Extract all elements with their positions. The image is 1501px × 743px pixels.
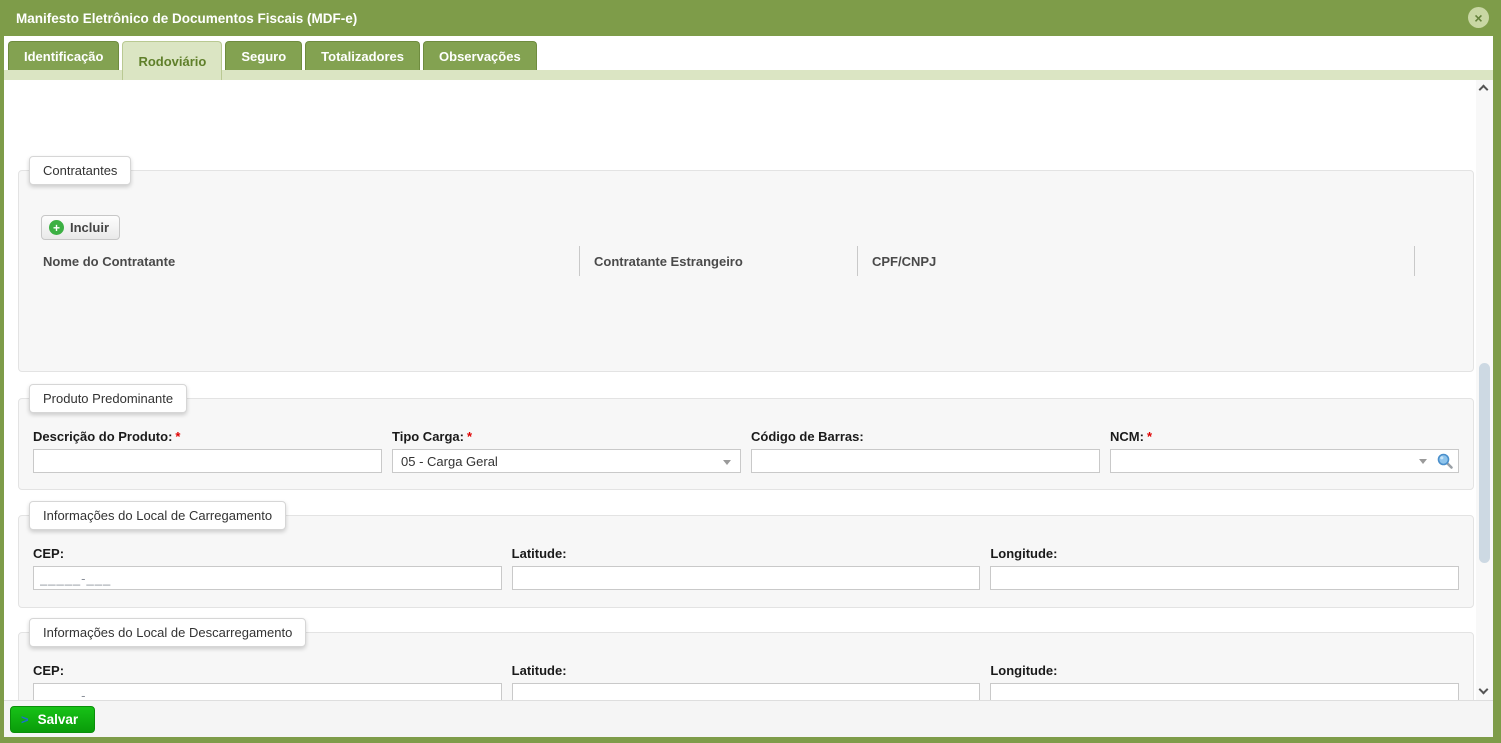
- plus-circle-icon: +: [49, 220, 64, 235]
- column-header-actions: [1415, 246, 1465, 276]
- required-marker: *: [1146, 429, 1152, 444]
- window-title: Manifesto Eletrônico de Documentos Fisca…: [16, 10, 358, 26]
- required-marker: *: [175, 429, 181, 444]
- section-local-carregamento: Informações do Local de Carregamento CEP…: [18, 501, 1474, 608]
- incluir-button-label: Incluir: [70, 220, 110, 235]
- tab-rodoviario[interactable]: Rodoviário: [122, 41, 223, 80]
- tab-seguro[interactable]: Seguro: [225, 41, 303, 70]
- latitude-carregamento-input[interactable]: [511, 566, 981, 590]
- tab-bar: Identificação Rodoviário Seguro Totaliza…: [4, 36, 1493, 80]
- tab-observacoes[interactable]: Observações: [423, 41, 537, 70]
- tab-totalizadores[interactable]: Totalizadores: [305, 41, 421, 70]
- cep-label: CEP:: [33, 663, 65, 678]
- tab-identificacao[interactable]: Identificação: [8, 41, 120, 70]
- tipo-carga-label: Tipo Carga:: [392, 429, 464, 444]
- legend-contratantes: Contratantes: [29, 156, 132, 185]
- field-descricao-produto: Descrição do Produto: *: [33, 429, 382, 473]
- ncm-combobox: [1110, 449, 1459, 473]
- search-icon[interactable]: [1436, 452, 1454, 470]
- field-cep-descarregamento: CEP:: [33, 663, 502, 700]
- cep-descarregamento-input[interactable]: [33, 683, 502, 700]
- close-icon[interactable]: ×: [1468, 7, 1489, 28]
- latitude-label: Latitude:: [511, 663, 567, 678]
- legend-local-descarregamento: Informações do Local de Descarregamento: [29, 618, 307, 647]
- legend-produto-predominante: Produto Predominante: [29, 384, 188, 413]
- longitude-descarregamento-input[interactable]: [990, 683, 1460, 700]
- vertical-scrollbar[interactable]: [1476, 80, 1493, 700]
- section-local-descarregamento: Informações do Local de Descarregamento …: [18, 618, 1474, 700]
- field-latitude-descarregamento: Latitude:: [511, 663, 981, 700]
- column-header-cpf-cnpj: CPF/CNPJ: [857, 246, 1415, 276]
- field-longitude-carregamento: Longitude:: [990, 546, 1460, 590]
- scroll-up-icon[interactable]: [1478, 84, 1489, 95]
- longitude-carregamento-input[interactable]: [990, 566, 1460, 590]
- longitude-label: Longitude:: [990, 663, 1058, 678]
- cep-label: CEP:: [33, 546, 65, 561]
- codigo-barras-input[interactable]: [751, 449, 1100, 473]
- legend-local-carregamento: Informações do Local de Carregamento: [29, 501, 287, 530]
- field-tipo-carga: Tipo Carga: * 05 - Carga Geral: [392, 429, 741, 473]
- save-button[interactable]: > Salvar: [10, 706, 96, 733]
- cep-carregamento-input[interactable]: [33, 566, 502, 590]
- tab-panel-rodoviario: Contratantes + Incluir Nome do Contratan…: [4, 80, 1476, 700]
- required-marker: *: [467, 429, 473, 444]
- chevron-down-icon: [723, 460, 731, 465]
- field-cep-carregamento: CEP:: [33, 546, 502, 590]
- field-longitude-descarregamento: Longitude:: [990, 663, 1460, 700]
- scroll-down-icon[interactable]: [1478, 684, 1489, 696]
- save-button-label: Salvar: [37, 712, 79, 727]
- field-ncm: NCM: *: [1110, 429, 1459, 473]
- contratantes-grid-header: Nome do Contratante Contratante Estrange…: [29, 246, 1465, 276]
- tab-strip: [4, 70, 1493, 80]
- footer-bar: > Salvar: [4, 700, 1493, 737]
- tipo-carga-selected-value: 05 - Carga Geral: [401, 453, 498, 469]
- descricao-produto-input[interactable]: [33, 449, 382, 473]
- ncm-input[interactable]: [1110, 449, 1459, 473]
- chevron-down-icon[interactable]: [1419, 459, 1427, 464]
- column-header-nome-contratante: Nome do Contratante: [43, 253, 176, 269]
- descricao-produto-label: Descrição do Produto:: [33, 429, 173, 444]
- incluir-button[interactable]: + Incluir: [41, 215, 121, 240]
- chevron-right-icon: >: [21, 712, 29, 727]
- field-codigo-barras: Código de Barras:: [751, 429, 1100, 473]
- latitude-label: Latitude:: [511, 546, 567, 561]
- column-header-contratante-estrangeiro: Contratante Estrangeiro: [579, 246, 857, 276]
- longitude-label: Longitude:: [990, 546, 1058, 561]
- tabs-container: Identificação Rodoviário Seguro Totaliza…: [8, 41, 537, 80]
- field-latitude-carregamento: Latitude:: [511, 546, 981, 590]
- codigo-barras-label: Código de Barras:: [751, 429, 864, 444]
- latitude-descarregamento-input[interactable]: [511, 683, 981, 700]
- tipo-carga-select[interactable]: 05 - Carga Geral: [392, 449, 741, 473]
- section-produto-predominante: Produto Predominante Descrição do Produt…: [18, 384, 1474, 490]
- scrollbar-thumb[interactable]: [1479, 363, 1490, 563]
- window-titlebar: Manifesto Eletrônico de Documentos Fisca…: [4, 0, 1493, 36]
- section-contratantes: Contratantes + Incluir Nome do Contratan…: [18, 156, 1474, 372]
- ncm-label: NCM:: [1110, 429, 1144, 444]
